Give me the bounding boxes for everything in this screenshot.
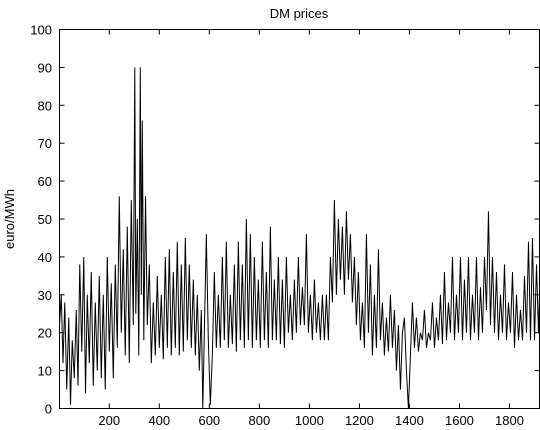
x-tick-label: 600 — [198, 413, 220, 428]
y-tick-label: 20 — [38, 326, 52, 341]
y-tick-label: 10 — [38, 364, 52, 379]
x-tick-label: 1000 — [295, 413, 324, 428]
y-tick-label: 40 — [38, 250, 52, 265]
y-tick-label: 30 — [38, 288, 52, 303]
x-tick-label: 1800 — [495, 413, 524, 428]
x-tick-label: 1400 — [395, 413, 424, 428]
y-tick-label: 50 — [38, 212, 52, 227]
series-line-0 — [59, 67, 540, 409]
y-tick-label: 80 — [38, 98, 52, 113]
y-axis-label: euro/MWh — [2, 189, 17, 249]
y-tick-label: 0 — [45, 402, 52, 417]
y-tick-label: 70 — [38, 136, 52, 151]
x-tick-label: 200 — [98, 413, 120, 428]
y-axis: 0 10 20 30 40 50 60 70 80 90 100 — [30, 23, 540, 417]
y-tick-label: 90 — [38, 60, 52, 75]
plot-area — [59, 67, 540, 409]
y-tick-label: 60 — [38, 174, 52, 189]
x-axis: 200 400 600 800 1000 1200 1400 1600 1800 — [98, 29, 524, 428]
x-tick-label: 400 — [148, 413, 170, 428]
y-tick-label: 100 — [30, 23, 52, 38]
x-tick-label: 1200 — [345, 413, 374, 428]
x-tick-label: 1600 — [445, 413, 474, 428]
x-tick-label: 800 — [249, 413, 271, 428]
chart-title: DM prices — [270, 6, 329, 21]
